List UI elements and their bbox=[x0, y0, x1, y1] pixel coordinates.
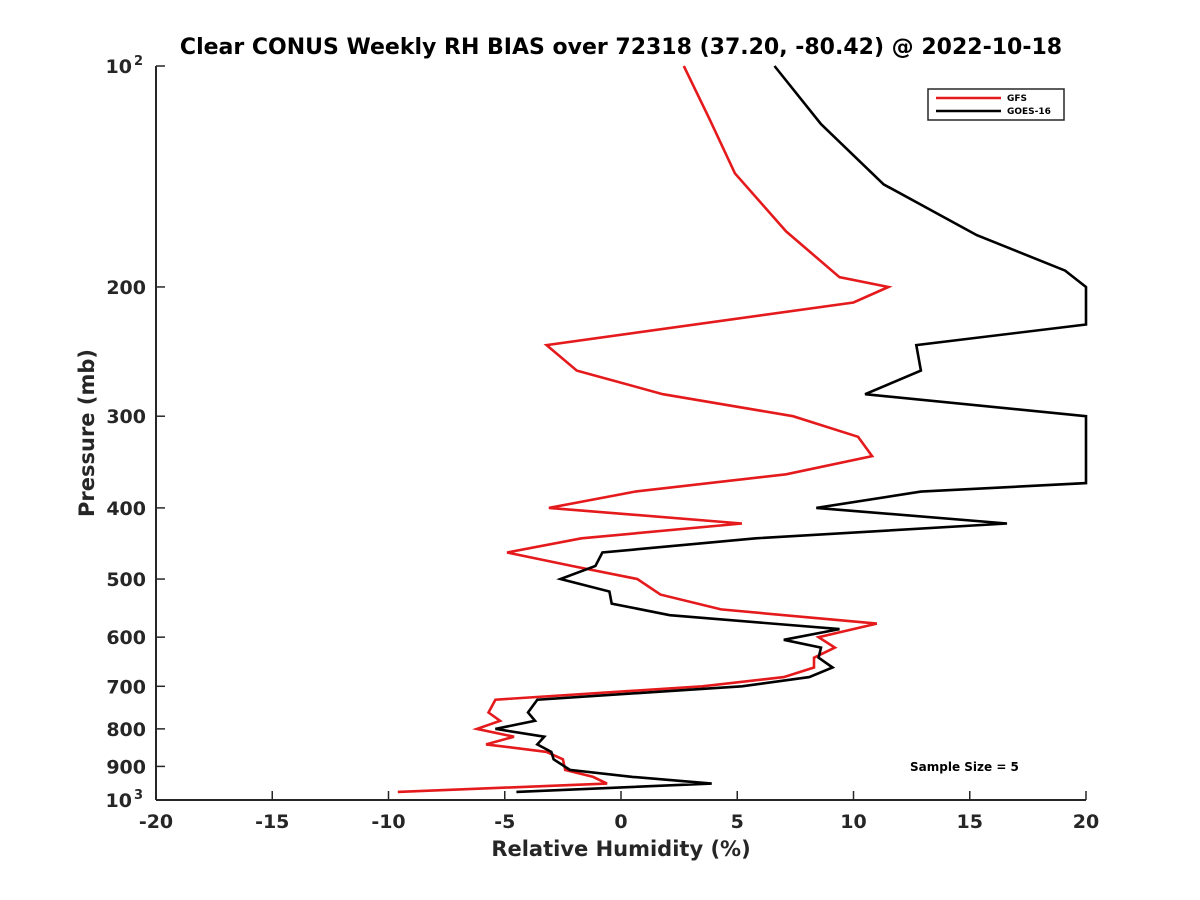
legend-label-gfs: GFS bbox=[1007, 94, 1027, 104]
y-tick-label: 900 bbox=[106, 756, 146, 778]
x-axis-label: Relative Humidity (%) bbox=[491, 837, 750, 861]
legend-label-goes16: GOES-16 bbox=[1007, 107, 1051, 117]
y-tick-label: 300 bbox=[106, 406, 146, 428]
y-tick-label: 400 bbox=[106, 498, 146, 520]
series-line-goes-16 bbox=[495, 65, 1088, 794]
x-tick-label: -20 bbox=[139, 811, 173, 833]
legend: GFS GOES-16 bbox=[927, 88, 1065, 121]
y-tick-label: 10 bbox=[106, 790, 132, 812]
y-tick-label: 200 bbox=[106, 277, 146, 299]
y-tick-label: 800 bbox=[106, 719, 146, 741]
plot-area: -20 -15 -10 -5 0 5 10 15 20 10 220030040050060070… bbox=[106, 54, 1100, 833]
x-tick-label: -5 bbox=[494, 811, 515, 833]
y-tick-label: 600 bbox=[106, 627, 146, 649]
x-tick-label: 5 bbox=[731, 811, 744, 833]
x-ticks: -20 -15 -10 -5 0 5 10 15 20 bbox=[139, 791, 1099, 833]
x-tick-label: 0 bbox=[614, 811, 627, 833]
y-tick-label: 700 bbox=[106, 676, 146, 698]
x-tick-label: -10 bbox=[371, 811, 405, 833]
y-tick-label: 500 bbox=[106, 569, 146, 591]
series-line-gfs bbox=[397, 65, 893, 794]
x-tick-label: 10 bbox=[840, 811, 866, 833]
y-tick-label: 10 bbox=[106, 56, 132, 78]
y-tick-exponent: 3 bbox=[134, 788, 143, 803]
chart-title: Clear CONUS Weekly RH BIAS over 72318 (3… bbox=[180, 35, 1062, 60]
series-lines bbox=[397, 65, 1088, 794]
x-tick-label: 20 bbox=[1073, 811, 1099, 833]
x-tick-label: 15 bbox=[957, 811, 983, 833]
y-tick-exponent: 2 bbox=[134, 54, 143, 69]
x-tick-label: -15 bbox=[255, 811, 289, 833]
legend-box bbox=[927, 88, 1065, 121]
y-axis-label: Pressure (mb) bbox=[75, 349, 99, 517]
sample-size-annotation: Sample Size = 5 bbox=[910, 760, 1019, 774]
